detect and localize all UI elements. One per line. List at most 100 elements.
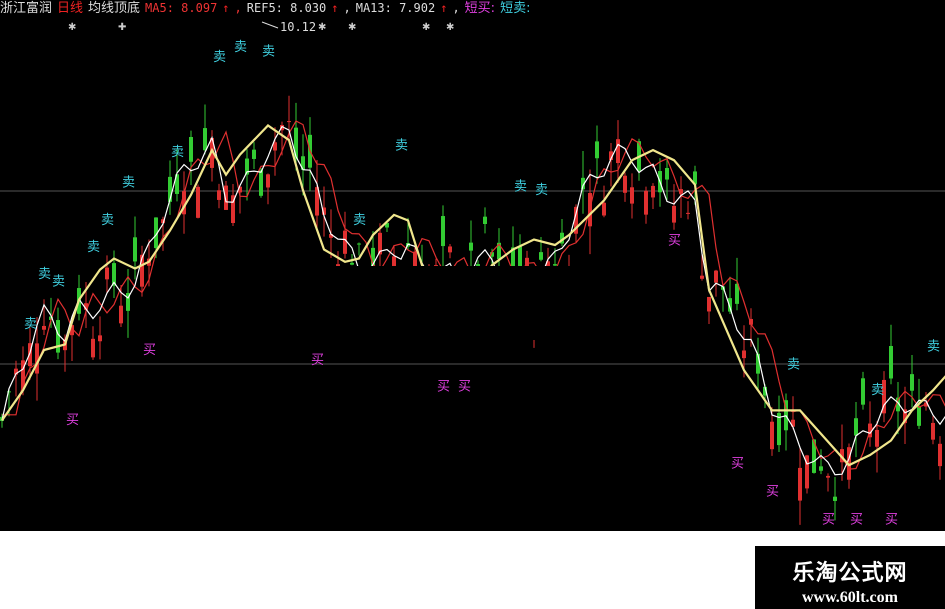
candle-body	[91, 338, 95, 358]
ma13-value: MA13: 7.902 ↑,	[355, 1, 460, 15]
candle-body	[315, 187, 319, 216]
candle-body	[35, 343, 39, 374]
watermark-logo: 乐淘公式网 www.60lt.com	[755, 546, 945, 609]
short-buy-label: 短买:	[464, 1, 496, 16]
candle-body	[385, 222, 389, 228]
candle-body	[805, 455, 809, 489]
candle-body	[672, 205, 676, 223]
candle-body	[630, 187, 634, 204]
watermark-url: www.60lt.com	[802, 589, 898, 606]
candle-body	[224, 185, 228, 210]
candle-body	[140, 254, 144, 287]
candle-body	[161, 219, 165, 224]
candle-body	[616, 139, 620, 164]
marker-star-icon: ✱	[348, 22, 356, 33]
candle-body	[231, 195, 235, 224]
candle-body	[287, 121, 291, 123]
candle-body	[798, 467, 802, 501]
candle-body	[742, 350, 746, 359]
candle-body	[882, 379, 886, 414]
candle-body	[819, 466, 823, 471]
sell-signal-label: 卖	[787, 357, 800, 372]
candle-body	[707, 296, 711, 312]
short-sell-label: 短卖:	[500, 1, 531, 16]
sell-signal-label: 卖	[353, 213, 366, 228]
marker-star-icon: ✱	[318, 22, 326, 33]
candle-body	[938, 443, 942, 467]
candle-body	[245, 158, 249, 175]
candle-body	[497, 242, 501, 260]
header-markers: ✱ ✚ ✱ ✱ ✱ ✱	[68, 22, 454, 33]
max-price-pointer	[261, 21, 279, 29]
max-price-label: 10.12	[280, 20, 316, 34]
up-arrow-icon: ↑	[440, 1, 448, 15]
marker-star-icon: ✱	[68, 22, 76, 33]
price-chart[interactable]: 卖卖卖卖卖卖卖卖卖 卖卖卖卖 卖卖卖卖买买买买 买买买买买买买 10.12 ✱ ✚ ✱…	[0, 0, 945, 531]
candle-body	[98, 335, 102, 342]
candle-body	[910, 374, 914, 391]
candle-body	[609, 151, 613, 161]
ma5-text: MA5: 8.097	[145, 1, 218, 15]
candle-body	[693, 171, 697, 185]
candle-body	[119, 305, 123, 324]
candle-body	[448, 246, 452, 253]
candle-body	[896, 397, 900, 412]
candle-body	[539, 252, 543, 260]
period-label[interactable]: 日线	[57, 1, 84, 16]
candle-body	[217, 190, 221, 200]
candle-body	[28, 343, 32, 367]
candle-body	[294, 127, 298, 159]
sell-signal-label: 卖	[514, 180, 527, 195]
candle-body	[875, 429, 879, 447]
candle-body	[441, 216, 445, 247]
candle-body	[203, 128, 207, 151]
candle-body	[574, 206, 578, 234]
candle-body	[763, 386, 767, 396]
buy-signal-label: 买	[668, 233, 681, 248]
candle-body	[749, 318, 753, 325]
candle-body	[126, 292, 130, 311]
candle-body	[21, 360, 25, 389]
candle-body	[651, 185, 655, 198]
masked-region	[296, 266, 690, 340]
candle-body	[357, 243, 361, 245]
sell-signal-label: 卖	[122, 175, 135, 190]
up-arrow-icon: ↑	[331, 1, 339, 15]
sell-signal-label: 卖	[927, 339, 940, 354]
candle-body	[665, 168, 669, 180]
candle-body	[154, 217, 158, 249]
sell-signal-label: 卖	[535, 183, 548, 198]
candle-body	[791, 419, 795, 427]
candle-body	[483, 216, 487, 224]
candle-body	[770, 421, 774, 450]
candle-body	[301, 156, 305, 170]
sell-signal-label: 卖	[395, 138, 408, 153]
candle-body	[728, 298, 732, 312]
sell-signal-label: 卖	[234, 40, 247, 55]
sell-signal-label: 卖	[87, 240, 100, 255]
candle-body	[700, 275, 704, 279]
candle-body	[833, 496, 837, 501]
buy-signal-label: 买	[437, 380, 450, 395]
sell-signal-label: 卖	[52, 275, 65, 290]
watermark-title: 乐淘公式网	[792, 560, 908, 586]
candle-body	[686, 212, 690, 214]
candle-body	[105, 267, 109, 280]
candle-body	[182, 191, 186, 215]
buy-signal-label: 买	[850, 513, 863, 528]
indicator-name[interactable]: 均线顶底	[88, 1, 141, 16]
candle-body	[42, 325, 46, 330]
candle-body	[469, 242, 473, 251]
candle-body	[903, 409, 907, 424]
indicator-header: 浙江富润 日线 均线顶底 MA5: 8.097 ↑, REF5: 8.030 ↑, MA13:…	[0, 0, 535, 16]
marker-star-icon: ✱	[446, 22, 454, 33]
candle-body	[595, 141, 599, 159]
candle-body	[273, 142, 277, 151]
candle-body	[84, 303, 88, 310]
candle-body	[392, 256, 396, 274]
candle-body	[350, 262, 354, 265]
candle-body	[175, 174, 179, 194]
ma5-line	[1, 125, 945, 476]
candle-body	[329, 234, 333, 238]
candle-body	[623, 175, 627, 193]
